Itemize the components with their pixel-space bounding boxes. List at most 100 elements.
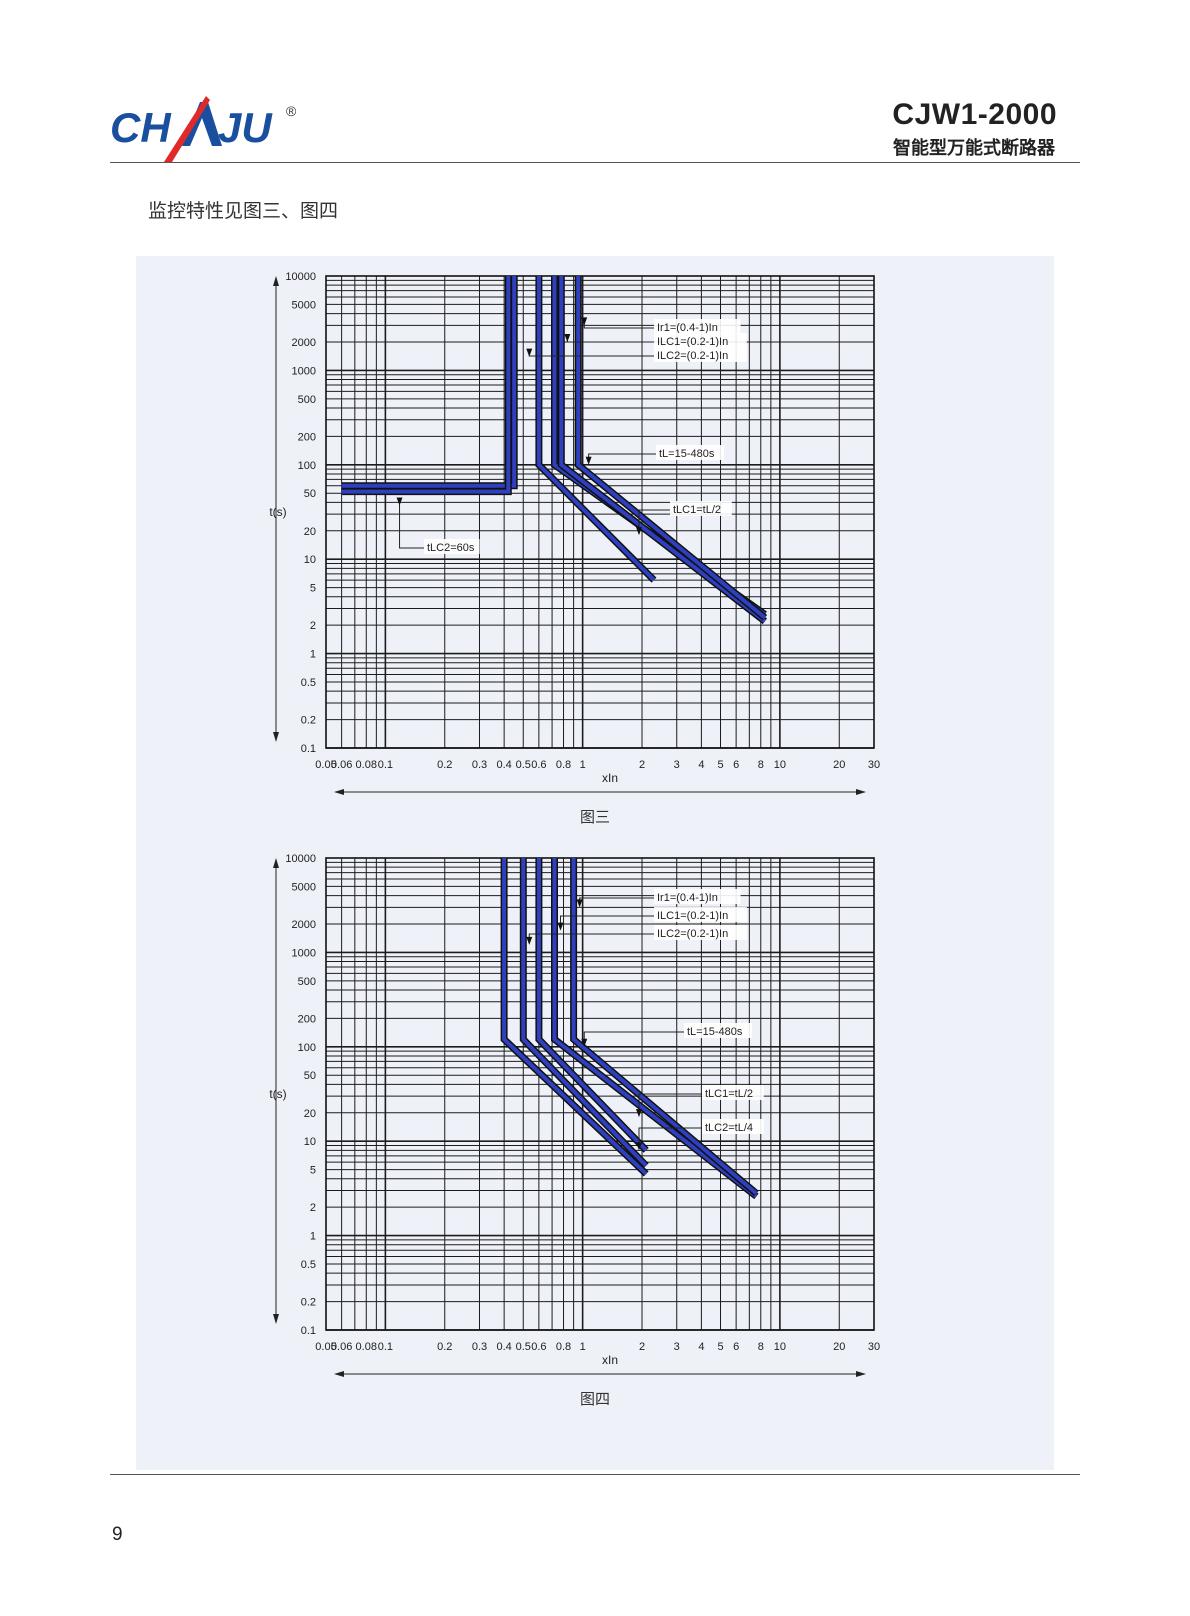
chart1-x-axis-label: xIn: [602, 1353, 618, 1367]
chart0-x-tick-label: 5: [717, 759, 723, 771]
chart0-x-tick-label: 0.5: [516, 759, 531, 771]
chart-caption-3: 图三: [579, 808, 610, 826]
chart0-x-tick-label: 6: [733, 759, 739, 771]
chart1-y-tick-label: 10: [304, 1136, 316, 1148]
chart1-curve-3: [552, 858, 758, 1198]
chart0-x-axis-label: xIn: [602, 771, 618, 785]
chart1-x-tick-label: 5: [717, 1341, 723, 1353]
chart1-x-tick-label: 0.05: [315, 1341, 336, 1353]
chart1-annotation-5: tLC2=tL/4: [705, 1122, 753, 1134]
chart0-curve-2: [536, 276, 656, 582]
chart1-x-tick-label: 6: [733, 1341, 739, 1353]
chart0-x-tick-label: 0.8: [556, 759, 571, 771]
chart1-y-arrow-down: [273, 1314, 279, 1324]
chart1-x-tick-label: 1: [580, 1341, 586, 1353]
chart0-annotation-arrow-1: [564, 333, 571, 342]
chart1-x-tick-label: 20: [833, 1341, 845, 1353]
chart1-curve-4: [571, 858, 758, 1195]
chart0-annotation-box-3: [656, 445, 724, 460]
chart0-y-tick-label: 100: [298, 460, 316, 472]
chart1-x-tick-label: 0.3: [472, 1341, 487, 1353]
chart1-y-tick-label: 2000: [292, 919, 316, 931]
chart1-annotation-arrow-2: [526, 936, 533, 945]
chart0-x-tick-label: 10: [774, 759, 786, 771]
chart1-curve-1: [521, 858, 648, 1168]
chart0-y-tick-label: 5: [310, 583, 316, 595]
chart1-y-tick-label: 100: [298, 1042, 316, 1054]
chart1-annotation-3: tL=15-480s: [687, 1026, 743, 1038]
chart1-annotation-4: tLC1=tL/2: [705, 1088, 753, 1100]
chart1-x-tick-label: 0.08: [356, 1341, 377, 1353]
chart0-curve-outline-0: [341, 276, 518, 490]
chart0-annotation-0: Ir1=(0.4-1)In: [657, 322, 718, 334]
chart1-x-tick-label: 3: [674, 1341, 680, 1353]
chart1-x-tick-label: 0.06: [331, 1341, 352, 1353]
trip-curve-chart-3: 0.050.06 0.08 0.1 0.2 0.3 0.4 0.5 0.6 0.8 1 2 3 4 5 6 8…: [269, 271, 880, 795]
chart0-annotation-arrow-0: [581, 317, 588, 326]
chart1-curve-2: [536, 858, 648, 1152]
chart0-curve-0: [341, 276, 517, 488]
chart0-y-tick-label: 2: [310, 620, 316, 632]
page-number: 9: [112, 1524, 123, 1545]
chart0-y-axis-label: t(s): [269, 505, 286, 519]
chart1-annotation-box-3: [684, 1023, 752, 1038]
chart1-y-tick-label: 1000: [292, 947, 316, 959]
chart1-annotation-leader-0: [579, 897, 654, 902]
chart1-x-tick-label: 8: [758, 1341, 764, 1353]
chart0-annotation-box-1: [654, 333, 747, 348]
chart0-annotation-leader-3: [588, 453, 656, 459]
chart0-y-tick-label: 0.5: [301, 677, 316, 689]
chart1-y-tick-label: 5: [310, 1165, 316, 1177]
chart1-annotation-0: Ir1=(0.4-1)In: [657, 892, 718, 904]
chart0-annotation-leader-2: [528, 350, 654, 357]
chart0-y-tick-label: 1: [310, 649, 316, 661]
chart-caption-4: 图四: [579, 1390, 610, 1408]
chart0-y-tick-label: 50: [304, 488, 316, 500]
chart1-annotation-2: ILC2=(0.2-1)In: [657, 928, 728, 940]
chart0-annotation-4: tLC1=tL/2: [673, 504, 721, 516]
chart1-y-tick-label: 2: [310, 1202, 316, 1214]
chart0-x-tick-label: 3: [674, 759, 680, 771]
chart0-annotation-box-2: [654, 347, 747, 362]
chart0-y-tick-label: 200: [298, 431, 316, 443]
chart0-annotation-leader-0: [583, 319, 654, 329]
chart0-annotation-5: tLC2=60s: [427, 542, 475, 554]
chart0-y-arrow-up: [273, 276, 279, 286]
chart1-annotation-leader-1: [559, 915, 654, 925]
chart0-annotation-2: ILC2=(0.2-1)In: [657, 350, 728, 362]
chart1-annotation-box-1: [654, 907, 747, 922]
chart1-y-tick-label: 1: [310, 1231, 316, 1243]
chart0-annotation-leader-5: [399, 499, 424, 549]
logo-red-slash: [164, 96, 210, 162]
chart0-x-tick-label: 0.2: [437, 759, 452, 771]
intro-text: 监控特性见图三、图四: [148, 200, 339, 222]
chart1-x-tick-label: 0.6: [531, 1341, 546, 1353]
chart1-x-tick-label: 0.1: [378, 1341, 393, 1353]
chart0-curve-4: [559, 276, 767, 623]
chart0-y-tick-label: 10000: [285, 271, 316, 283]
chart0-annotation-box-5: [424, 539, 480, 554]
chart1-annotation-arrow-4: [635, 1109, 642, 1118]
chart1-y-tick-label: 50: [304, 1070, 316, 1082]
chart1-x-tick-label: 0.2: [437, 1341, 452, 1353]
chart0-annotation-1: ILC1=(0.2-1)In: [657, 336, 728, 348]
chart0-annotation-leader-4: [638, 509, 670, 530]
chart1-x-arrow-right: [856, 1371, 866, 1377]
chart0-y-arrow-down: [273, 732, 279, 742]
chart0-x-tick-label: 0.6: [531, 759, 546, 771]
chart0-x-tick-label: 30: [868, 759, 880, 771]
product-subtitle: 智能型万能式断路器: [893, 138, 1055, 159]
chart0-y-tick-label: 500: [298, 394, 316, 406]
chart0-curve-5: [576, 276, 767, 620]
chart1-annotation-arrow-0: [576, 899, 583, 908]
chart0-x-tick-label: 20: [833, 759, 845, 771]
chart1-y-tick-label: 5000: [292, 881, 316, 893]
chart0-frame: [325, 275, 875, 749]
chart1-annotation-box-4: [702, 1085, 764, 1100]
chart1-y-tick-label: 20: [304, 1108, 316, 1120]
chart1-y-tick-label: 0.5: [301, 1259, 316, 1271]
trip-curve-chart-4: 0.050.06 0.08 0.1 0.2 0.3 0.4 0.5 0.6 0.8 1 2 3 4 5 6 8…: [269, 853, 880, 1377]
chart1-y-tick-label: 200: [298, 1013, 316, 1025]
chart0-y-tick-label: 10: [304, 554, 316, 566]
chart1-annotation-leader-4: [638, 1093, 702, 1112]
